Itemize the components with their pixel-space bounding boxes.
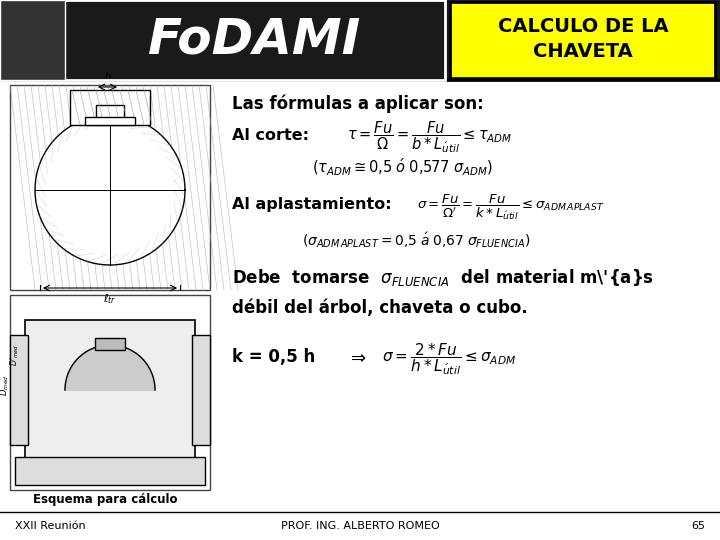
Bar [10, 335, 28, 445]
Text: $(\tau_{ADM} \cong 0{,}5\;\acute{o}\;0{,}577\;\sigma_{ADM})$: $(\tau_{ADM} \cong 0{,}5\;\acute{o}\;0{,… [312, 157, 493, 178]
Bar [70, 90, 150, 125]
Text: PROF. ING. ALBERTO ROMEO: PROF. ING. ALBERTO ROMEO [281, 521, 439, 531]
Polygon shape [35, 115, 185, 265]
Bar [10, 85, 210, 290]
Bar [96, 105, 124, 123]
Bar [25, 320, 195, 460]
Text: Al aplastamiento:: Al aplastamiento: [232, 198, 392, 213]
Bar [192, 335, 210, 445]
Text: Al corte:: Al corte: [232, 127, 309, 143]
Text: CALCULO DE LA
CHAVETA: CALCULO DE LA CHAVETA [498, 17, 668, 60]
Bar [0, 0, 720, 80]
Text: $D'_{med}$: $D'_{med}$ [9, 344, 22, 366]
Text: Debe  tomarse  $\sigma_{FLUENCIA}$  del material m\'{a}s: Debe tomarse $\sigma_{FLUENCIA}$ del mat… [232, 267, 654, 288]
Text: Las fórmulas a aplicar son:: Las fórmulas a aplicar son: [232, 94, 484, 113]
Bar [15, 457, 205, 485]
Text: FORO
DOCENTE
DEL AREA
MECANICA
DE LAS
INGENIERIAS: FORO DOCENTE DEL AREA MECANICA DE LAS IN… [8, 21, 54, 59]
Text: $\tau = \dfrac{Fu}{\Omega} = \dfrac{Fu}{b * L_{\acute{u}til}} \leq \tau_{ADM}$: $\tau = \dfrac{Fu}{\Omega} = \dfrac{Fu}{… [347, 119, 513, 154]
Bar [0, 0, 445, 80]
Text: FoDAMI: FoDAMI [148, 16, 361, 64]
Text: $\ell_{tr}$: $\ell_{tr}$ [103, 292, 117, 306]
Text: k = 0,5 h: k = 0,5 h [232, 348, 315, 366]
Text: XXII Reunión: XXII Reunión [15, 521, 86, 531]
Text: débil del árbol, chaveta o cubo.: débil del árbol, chaveta o cubo. [232, 299, 528, 317]
Text: $(\sigma_{ADM\,APLAST} = 0{,}5\;\acute{a}\;0{,}67\;\sigma_{FLUENCIA})$: $(\sigma_{ADM\,APLAST} = 0{,}5\;\acute{a… [302, 230, 530, 250]
Text: 65: 65 [691, 521, 705, 531]
Text: $\Rightarrow$: $\Rightarrow$ [347, 348, 366, 366]
Text: $D_{med}$: $D_{med}$ [0, 374, 12, 396]
Text: $\sigma = \dfrac{2 * Fu}{h * L_{\acute{u}til}} \leq \sigma_{ADM}$: $\sigma = \dfrac{2 * Fu}{h * L_{\acute{u… [382, 341, 516, 377]
Bar [10, 295, 210, 490]
Bar [95, 338, 125, 350]
Polygon shape [65, 345, 155, 390]
Text: $\sigma = \dfrac{Fu}{\Omega'} = \dfrac{Fu}{k * L_{\acute{u}til}} \leq \sigma_{AD: $\sigma = \dfrac{Fu}{\Omega'} = \dfrac{F… [417, 192, 604, 221]
Bar [85, 117, 135, 125]
Bar [450, 2, 715, 78]
Bar [0, 0, 65, 80]
Text: Esquema para cálculo: Esquema para cálculo [32, 494, 177, 507]
Text: b: b [105, 72, 111, 82]
